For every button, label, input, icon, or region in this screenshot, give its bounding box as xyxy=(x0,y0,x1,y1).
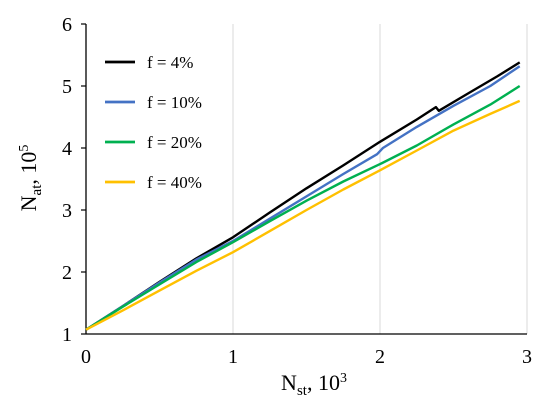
grid xyxy=(232,24,528,334)
x-axis-title-sup: 3 xyxy=(340,371,347,386)
axes xyxy=(81,23,527,335)
legend-label-0: f = 4% xyxy=(147,53,193,72)
x-tick-label-0: 0 xyxy=(81,346,91,368)
series-line-3 xyxy=(85,99,521,331)
x-tick-label-2: 2 xyxy=(375,346,385,368)
y-tick-label-4: 5 xyxy=(62,76,72,98)
series-line-1 xyxy=(85,65,521,331)
y-tick-label-3: 4 xyxy=(62,138,72,160)
x-axis-title-sub: st xyxy=(297,383,308,399)
legend: f = 4% f = 10% f = 20% f = 40% xyxy=(105,53,202,192)
legend-label-1: f = 10% xyxy=(147,93,202,112)
legend-label-2: f = 20% xyxy=(147,133,202,152)
y-axis-title-main: N xyxy=(16,195,41,211)
y-tick-label-2: 3 xyxy=(62,200,72,222)
x-axis-title-main: N xyxy=(281,370,297,395)
y-tick-label-0: 1 xyxy=(62,324,72,346)
x-axis-title: Nst, 103 xyxy=(281,370,347,399)
series-line-2 xyxy=(85,84,521,331)
series-lines xyxy=(85,61,521,331)
x-tick-label-3: 3 xyxy=(522,346,532,368)
x-axis-title-rest: , 10 xyxy=(307,370,340,395)
y-tick-label-1: 2 xyxy=(62,262,72,284)
y-tick-label-5: 6 xyxy=(62,14,72,36)
y-axis-title: Nat, 105 xyxy=(16,145,45,212)
y-axis-title-rest: , 10 xyxy=(16,152,41,185)
legend-label-3: f = 40% xyxy=(147,173,202,192)
y-axis-title-sup: 5 xyxy=(17,145,32,152)
x-tick-label-1: 1 xyxy=(228,346,238,368)
y-axis-title-sub: at xyxy=(29,184,45,196)
